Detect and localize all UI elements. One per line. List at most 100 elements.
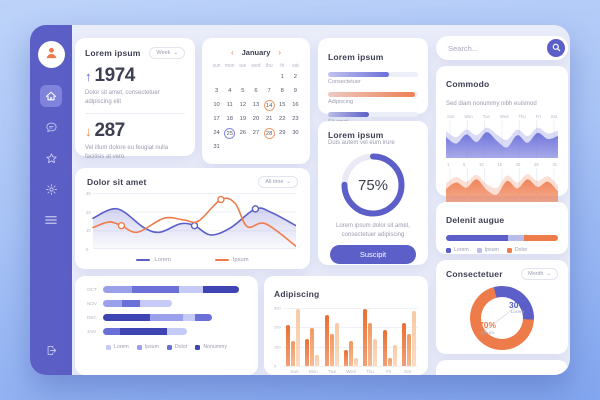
gauge-subtitle: Duis autem vel eum irure (328, 140, 395, 146)
calendar-day[interactable]: 12 (239, 102, 247, 108)
up-arrow-icon: ↑ (85, 68, 92, 84)
calendar-day[interactable]: 14 (263, 100, 276, 111)
calendar-day[interactable]: 16 (292, 102, 299, 108)
calendar-day[interactable]: 17 (213, 116, 220, 122)
user-avatar[interactable] (37, 41, 65, 68)
pie-period-dropdown[interactable]: Month ⌄ (521, 268, 558, 280)
gauge-ring: 75% (340, 152, 406, 218)
calendar-day[interactable]: 20 (252, 116, 260, 122)
calendar-day-header: wed (251, 63, 261, 69)
legend-label: Lorem (454, 247, 469, 253)
x-tick-label: Mon (308, 369, 318, 374)
search-button[interactable] (547, 39, 565, 57)
sidebar-item-settings[interactable] (40, 178, 62, 200)
axis-label: 31 (552, 162, 557, 167)
legend-swatch (446, 247, 451, 253)
bar-group (324, 308, 339, 366)
calendar-day[interactable]: 26 (239, 130, 247, 136)
stacked-bar (103, 314, 246, 321)
line-plot: 30 20 10 0 (86, 191, 298, 254)
bar (392, 344, 397, 366)
suscipit-button[interactable]: Suscipit (330, 245, 416, 264)
calendar-day[interactable]: 6 (254, 88, 258, 94)
stats-period-dropdown[interactable]: Week ⌄ (149, 47, 185, 59)
search-input[interactable] (448, 43, 547, 53)
bar (387, 358, 392, 366)
legend-swatch (476, 247, 482, 253)
logout-button[interactable] (40, 339, 62, 361)
logout-icon (45, 344, 58, 357)
legend-swatch (166, 344, 172, 350)
calendar-day-header: tue (239, 63, 247, 69)
bar-group (382, 308, 397, 366)
stack-segment (446, 235, 508, 241)
x-tick-label: Wed (346, 369, 356, 374)
legend-label: Dolor (174, 344, 188, 350)
calendar-day (249, 72, 262, 83)
line-period-dropdown[interactable]: All time ⌄ (258, 176, 298, 188)
calendar-day[interactable]: 30 (292, 130, 299, 136)
stacked-bar (103, 286, 246, 293)
bar (310, 328, 315, 366)
calendar-day[interactable]: 25 (223, 128, 236, 139)
x-tick-label: Thu (365, 369, 374, 374)
line-title: Dolor sit amet (87, 177, 147, 187)
calendar-day[interactable]: 31 (213, 144, 220, 150)
bar (324, 314, 329, 366)
gridline (284, 308, 418, 309)
delenit-stacked-bar (446, 235, 558, 241)
bar (296, 308, 300, 366)
calendar-day[interactable]: 1 (280, 74, 284, 80)
calendar-grid: sun mon tue wed thu fri sat 1 2 3 4 5 6 7 8 9 10 11 12 13 14… (210, 63, 302, 153)
legend-item: Nonummy (195, 344, 227, 350)
calendar-day[interactable]: 7 (267, 88, 271, 94)
calendar-day[interactable]: 29 (279, 130, 286, 136)
calendar-day[interactable]: 13 (252, 102, 260, 108)
pie-title: Consectetuer (446, 269, 503, 279)
calendar-next-button[interactable]: › (278, 47, 282, 57)
axis-label: 25 (533, 162, 539, 167)
calendar-day[interactable]: 5 (241, 88, 245, 94)
calendar-day[interactable]: 21 (265, 116, 273, 122)
calendar-day[interactable]: 4 (228, 88, 232, 94)
calendar-day[interactable]: 3 (214, 88, 219, 94)
legend-label: Dolor (514, 247, 528, 253)
calendar-day[interactable]: 11 (226, 102, 233, 108)
legend-label: Ipsum (144, 344, 159, 350)
delenit-legend: Lorem Ipsum Dolor (446, 247, 558, 253)
bar (401, 322, 406, 366)
stacked-bar (103, 328, 246, 335)
sidebar-item-menu[interactable] (40, 209, 62, 231)
calendar-day[interactable]: 18 (226, 116, 233, 122)
calendar-day[interactable]: 10 (213, 102, 220, 108)
calendar-day[interactable]: 2 (293, 74, 298, 80)
calendar-day[interactable]: 27 (252, 130, 260, 136)
calendar-day[interactable]: 24 (213, 130, 220, 136)
sidebar-item-favorites[interactable] (40, 147, 62, 169)
bar-row-label: NOV (87, 301, 97, 306)
calendar-prev-button[interactable]: ‹ (230, 47, 234, 57)
delenit-card: Delenit augue Lorem Ipsum Dolor (436, 202, 568, 254)
calendar-day (236, 142, 249, 153)
axis-label: Mon (464, 114, 473, 119)
sidebar-item-home[interactable] (40, 85, 62, 107)
calendar-day[interactable]: 15 (279, 102, 286, 108)
bar-segment (183, 314, 195, 321)
search-bar (436, 36, 568, 60)
calendar-day[interactable]: 28 (263, 128, 276, 139)
stat-up-value: 1974 (94, 65, 136, 86)
calendar-day[interactable]: 8 (280, 88, 284, 94)
bar (286, 325, 290, 366)
commodo-day-labels: Sun Mon Tue Wed Thu Fri Sat (447, 114, 557, 119)
calendar-day[interactable]: 19 (239, 116, 247, 122)
calendar-day[interactable]: 23 (292, 116, 299, 122)
commodo-area-chart-purple (446, 120, 558, 158)
calendar-day[interactable]: 9 (293, 88, 298, 94)
sidebar-item-messages[interactable] (40, 116, 62, 138)
calendar-day[interactable]: 22 (279, 116, 286, 122)
legend-swatch (136, 344, 142, 350)
stats-card: Lorem ipsum Week ⌄ ↑ 1974 Dolor sit amet… (75, 38, 195, 160)
bar (305, 338, 310, 366)
calendar-day (249, 142, 262, 153)
donut-name-ipsum: Ipsum (480, 330, 495, 336)
